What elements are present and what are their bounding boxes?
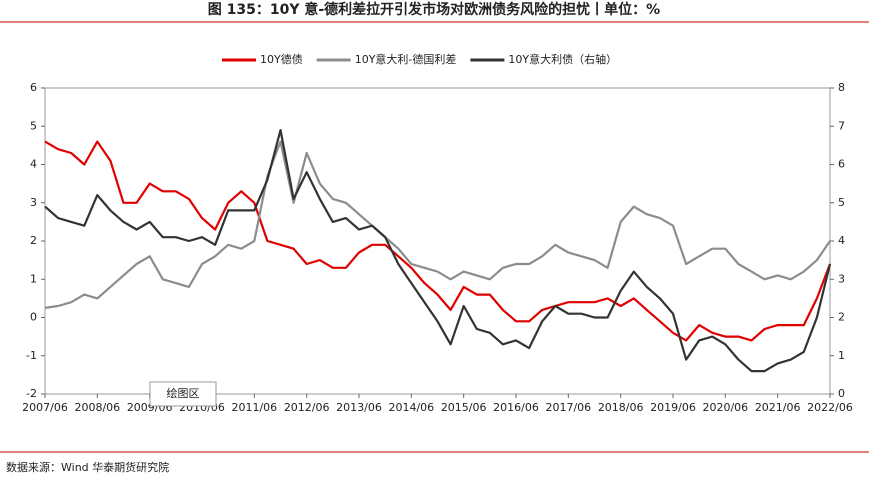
x-tick-label: 2014/06 [388,401,434,414]
y2-tick-label: 8 [838,81,845,94]
x-tick-label: 2012/06 [284,401,330,414]
y2-tick-label: 2 [838,311,845,324]
x-tick-label: 2018/06 [598,401,644,414]
x-tick-label: 2022/06 [807,401,853,414]
y-tick-label: 0 [30,311,37,324]
x-tick-label: 2007/06 [22,401,68,414]
x-tick-label: 2011/06 [231,401,277,414]
y-tick-label: -1 [26,349,37,362]
y-tick-label: 3 [30,196,37,209]
y2-tick-label: 3 [838,272,845,285]
series-line [44,129,832,373]
tooltip-box [149,381,217,407]
y-tick-label: 6 [30,81,37,94]
y2-tick-label: 7 [838,119,845,132]
y-tick-label: 1 [30,272,37,285]
y-tick-label: 5 [30,119,37,132]
y2-tick-label: 0 [838,387,845,400]
legend-label: 10Y德债 [260,52,303,66]
x-tick-label: 2021/06 [755,401,801,414]
x-tick-label: 2013/06 [336,401,382,414]
x-tick-label: 2020/06 [702,401,748,414]
x-tick-label: 2008/06 [74,401,120,414]
legend-label: 10Y意大利债（右轴） [508,52,617,66]
y-tick-label: -2 [26,387,37,400]
x-tick-label: 2016/06 [493,401,539,414]
x-tick-label: 2019/06 [650,401,696,414]
plot-frame [44,87,831,395]
source-note: 数据来源：Wind 华泰期货研究院 [6,460,169,474]
y2-tick-label: 4 [838,234,845,247]
y2-tick-label: 5 [838,196,845,209]
chart-title: 图 135：10Y 意-德利差拉开引发市场对欧洲债务风险的担忧丨单位：% [208,1,660,18]
x-tick-label: 2017/06 [545,401,591,414]
y2-tick-label: 6 [838,158,845,171]
series-line [44,140,832,342]
tooltip-label: 绘图区 [167,386,200,400]
legend-label: 10Y意大利-德国利差 [355,52,457,66]
y-tick-label: 4 [30,158,37,171]
y2-tick-label: 1 [838,349,845,362]
x-tick-label: 2015/06 [441,401,487,414]
series-line [44,140,831,309]
y-tick-label: 2 [30,234,37,247]
